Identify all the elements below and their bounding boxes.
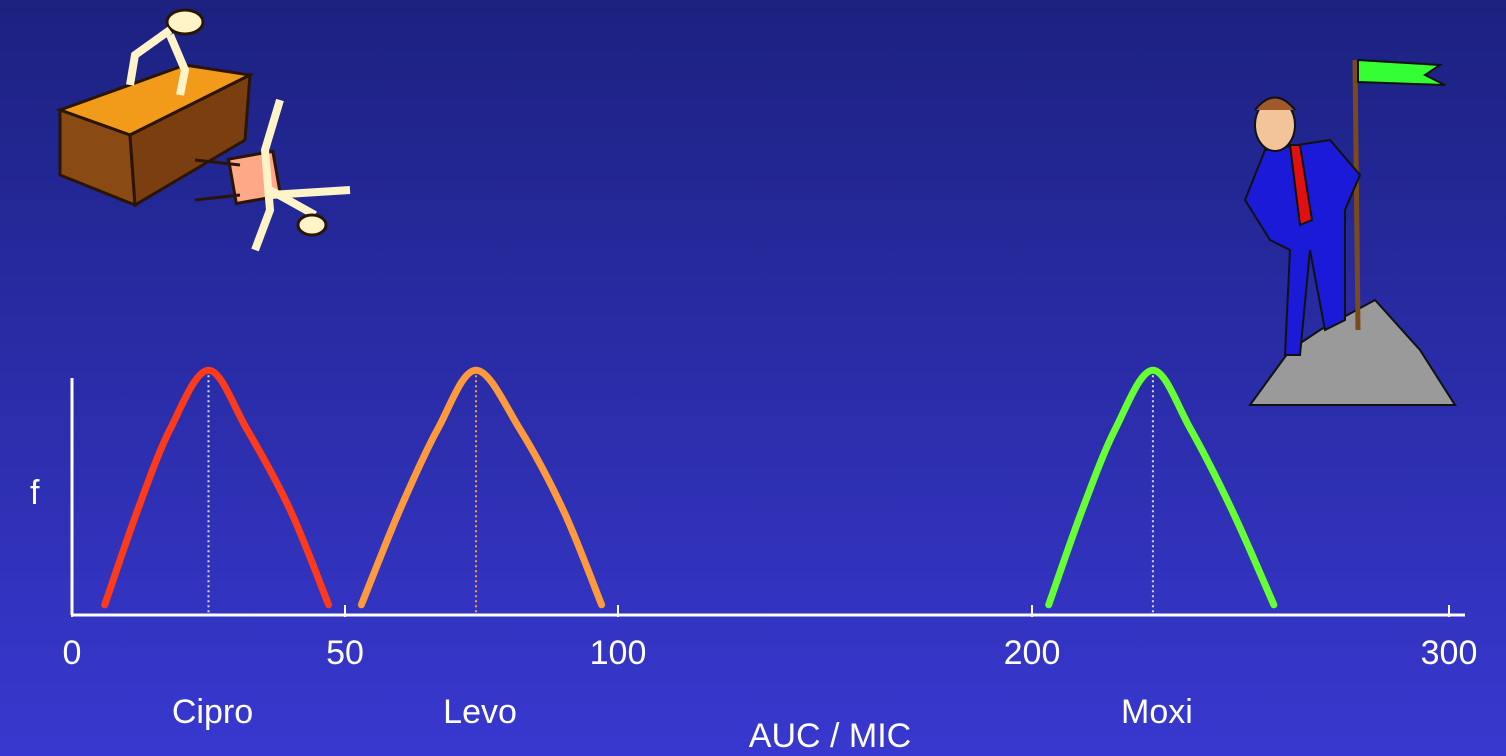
slide: f AUC / MIC 0 50 100 200 300 Cipro Levo Moxi [0, 0, 1506, 756]
y-axis-label: f [30, 474, 40, 512]
series-label: Levo [443, 693, 517, 731]
series-label: Cipro [172, 693, 253, 731]
x-tick-label: 100 [590, 634, 647, 672]
x-tick-label: 200 [1004, 634, 1061, 672]
x-tick-label: 300 [1421, 634, 1478, 672]
x-tick-label: 0 [63, 634, 82, 672]
x-tick-label: 50 [326, 634, 364, 672]
x-axis-label: AUC / MIC [749, 717, 911, 755]
page: {"chart_data": {"type": "line", "x_label… [0, 0, 1506, 756]
series-label: Moxi [1121, 693, 1193, 731]
